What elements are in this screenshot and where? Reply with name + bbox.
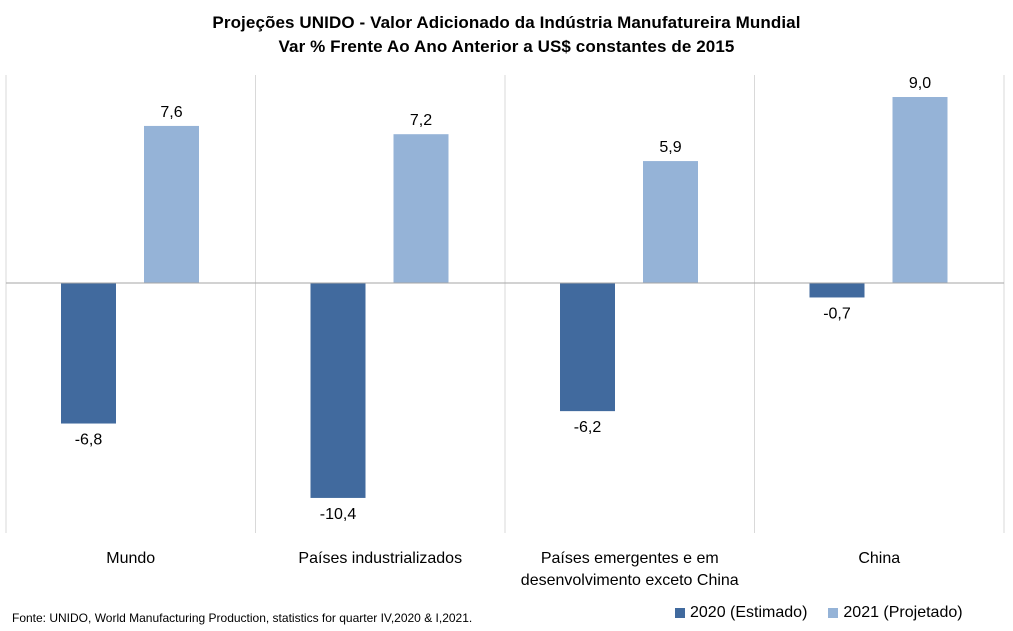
- category-label: China: [858, 550, 900, 567]
- legend-item-series-2: 2021 (Projetado): [828, 604, 963, 622]
- data-label-series-1: -6,8: [75, 432, 103, 449]
- bar-series-1: [809, 283, 865, 298]
- legend-item-series-1: 2020 (Estimado): [675, 604, 807, 622]
- source-note: Fonte: UNIDO, World Manufacturing Produc…: [12, 611, 473, 625]
- bar-series-2: [643, 161, 698, 283]
- category-label-line: Países emergentes e em: [541, 550, 719, 567]
- bar-series-2: [892, 97, 948, 283]
- legend-swatch-series-2: [828, 608, 839, 618]
- data-label-series-1: -10,4: [320, 506, 357, 523]
- chart-title: Projeções UNIDO - Valor Adicionado da In…: [212, 13, 801, 32]
- data-label-series-2: 7,6: [160, 104, 182, 121]
- data-label-series-1: -0,7: [823, 305, 851, 322]
- data-label-series-2: 7,2: [410, 112, 432, 129]
- category-label: Mundo: [106, 550, 155, 567]
- legend-swatch-series-1: [675, 608, 685, 618]
- category-label-line: desenvolvimento exceto China: [521, 572, 739, 589]
- chart-subtitle: Var % Frente Ao Ano Anterior a US$ const…: [278, 37, 735, 56]
- bar-series-1: [61, 283, 116, 424]
- chart-title-block: Projeções UNIDO - Valor Adicionado da In…: [0, 11, 1013, 59]
- data-label-series-1: -6,2: [574, 419, 602, 436]
- category-label-line: China: [858, 550, 900, 567]
- legend: 2020 (Estimado) 2021 (Projetado): [675, 604, 984, 622]
- legend-label-series-2: 2021 (Projetado): [843, 604, 963, 621]
- bar-series-1: [310, 283, 366, 498]
- bar-series-2: [144, 125, 199, 283]
- category-label-line: Mundo: [106, 550, 155, 567]
- data-label-series-2: 5,9: [659, 139, 681, 156]
- category-label: Países industrializados: [298, 550, 462, 567]
- category-label-line: Países industrializados: [298, 550, 462, 567]
- bar-series-1: [560, 283, 615, 412]
- data-label-series-2: 9,0: [909, 75, 931, 92]
- category-label: Países emergentes e em desenvolvimento ex…: [521, 550, 739, 589]
- bar-series-2: [393, 134, 449, 283]
- legend-label-series-1: 2020 (Estimado): [690, 604, 808, 621]
